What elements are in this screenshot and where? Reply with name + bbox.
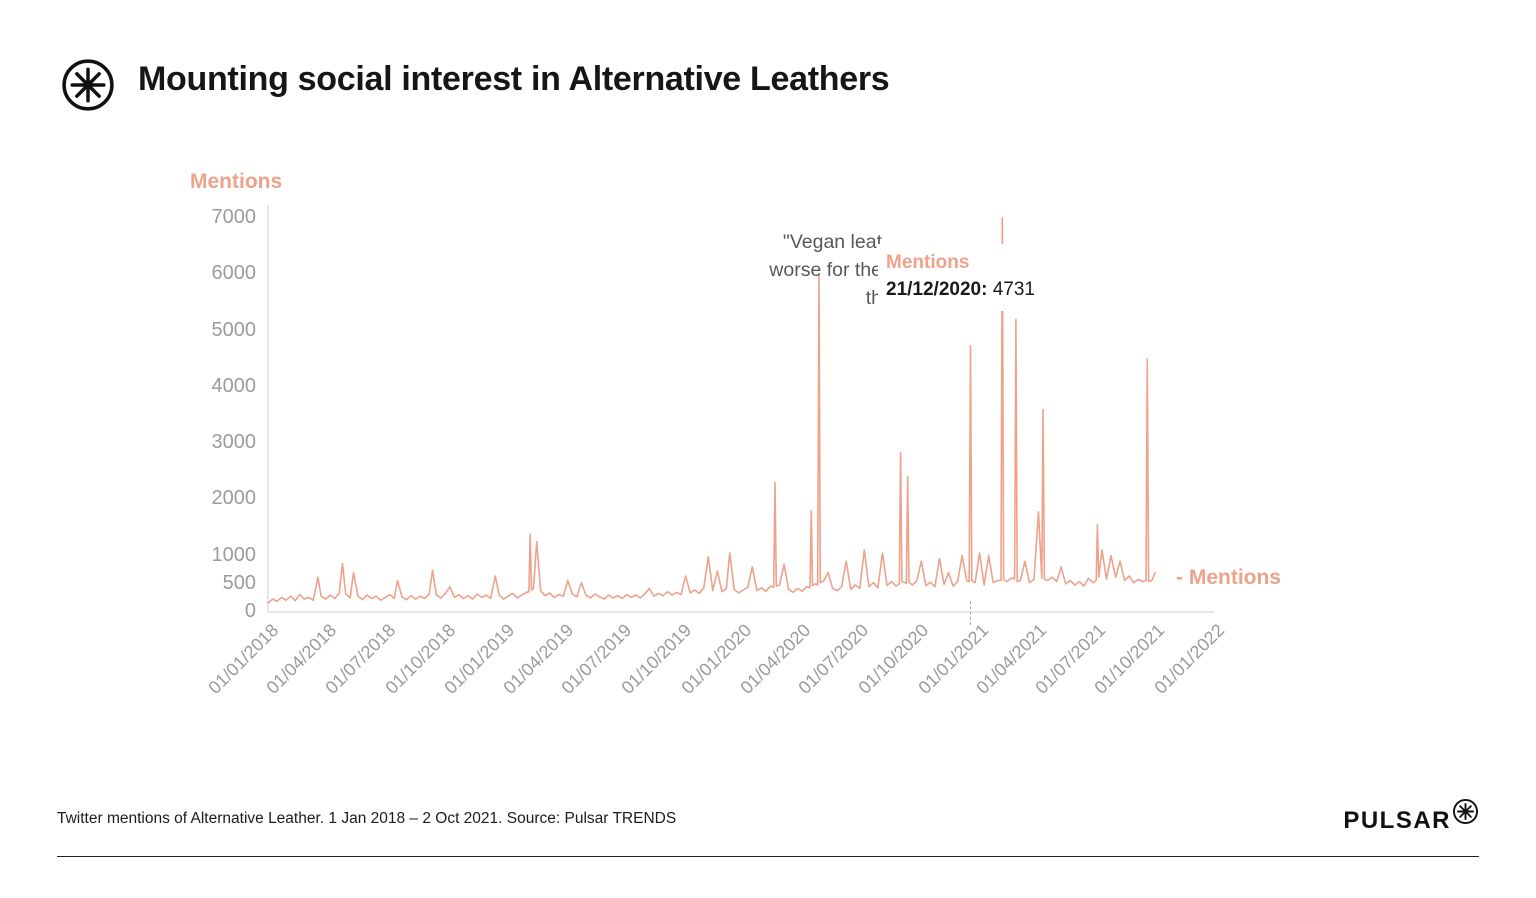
tooltip-value: 4731: [992, 279, 1035, 300]
pulsar-mark-icon: [62, 59, 114, 111]
annotation-line: "Vegan leat: [782, 231, 882, 253]
y-tick-label: 500: [222, 571, 256, 594]
y-tick-label: 3000: [211, 431, 257, 454]
chart-annotation: "Vegan leat worse for the th: [769, 228, 882, 312]
tooltip: Mentions 21/12/2020: 4731: [878, 244, 1084, 311]
hover-crosshair: [969, 601, 971, 625]
y-tick-label: 0: [244, 600, 256, 622]
tooltip-date: 21/12/2020:: [886, 279, 988, 300]
y-tick-label: 6000: [211, 262, 257, 285]
brand-logo: PULSAR: [1343, 798, 1479, 835]
annotation-line: worse for the: [769, 259, 882, 281]
y-tick-label: 5000: [211, 318, 257, 341]
y-tick-label: 4000: [211, 374, 257, 397]
y-tick-label: 2000: [211, 487, 257, 510]
y-axis-title: Mentions: [190, 170, 283, 193]
series-end-label: - Mentions: [1176, 566, 1281, 589]
footer-divider: [57, 856, 1479, 857]
chart-plot[interactable]: [0, 0, 1536, 700]
footer-caption: Twitter mentions of Alternative Leather.…: [57, 810, 677, 827]
y-tick-label: 7000: [211, 206, 257, 228]
pulsar-mark-icon: [1453, 799, 1478, 824]
annotation-line: th: [865, 287, 882, 309]
tooltip-series-title: Mentions: [886, 252, 970, 273]
y-tick-label: 1000: [211, 543, 257, 566]
page-title: Mounting social interest in Alternative …: [138, 60, 890, 98]
pulsar-wordmark: PULSAR: [1343, 807, 1451, 834]
mentions-line: [267, 217, 1156, 604]
